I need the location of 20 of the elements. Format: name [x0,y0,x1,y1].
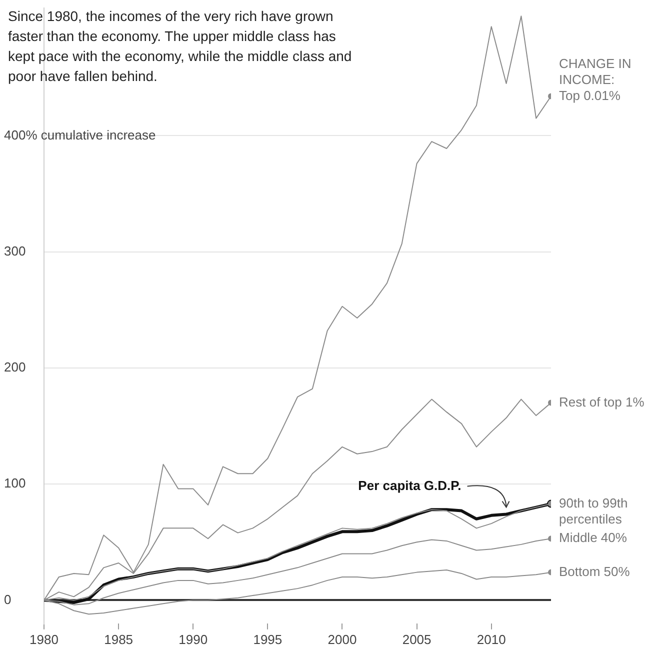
x-tick-label: 1990 [178,632,208,647]
x-tick-label: 2010 [476,632,506,647]
legend-title: CHANGE IN INCOME: [559,56,632,87]
x-tick-label: 1995 [253,632,282,647]
series-label: Middle 40% [559,530,628,546]
annotation: Per capita G.D.P. [358,478,462,493]
text: Since 1980, the incomes of the very rich have grown faster than the economy. The upper middle class has kept pace with the economy, while the middle class and poor have fallen behind. [8,7,353,86]
y-tick-label: 400% cumulative increase [4,127,156,142]
series-label: Bottom 50% [559,564,630,579]
y-tick-label: 200 [4,360,26,375]
y-tick-label: 0 [4,592,12,607]
series-label: 90th to 99th percentiles [559,495,628,526]
series-label: Top 0.01% [559,88,621,103]
x-tick-label: 2000 [328,632,357,647]
x-tick-label: 1985 [104,632,134,647]
series-label: Rest of top 1% [559,394,645,410]
y-tick-label: 300 [4,243,26,258]
y-tick-label: 100 [4,476,26,491]
x-tick-label: 1980 [30,632,58,647]
x-tick-label: 2005 [402,632,432,647]
